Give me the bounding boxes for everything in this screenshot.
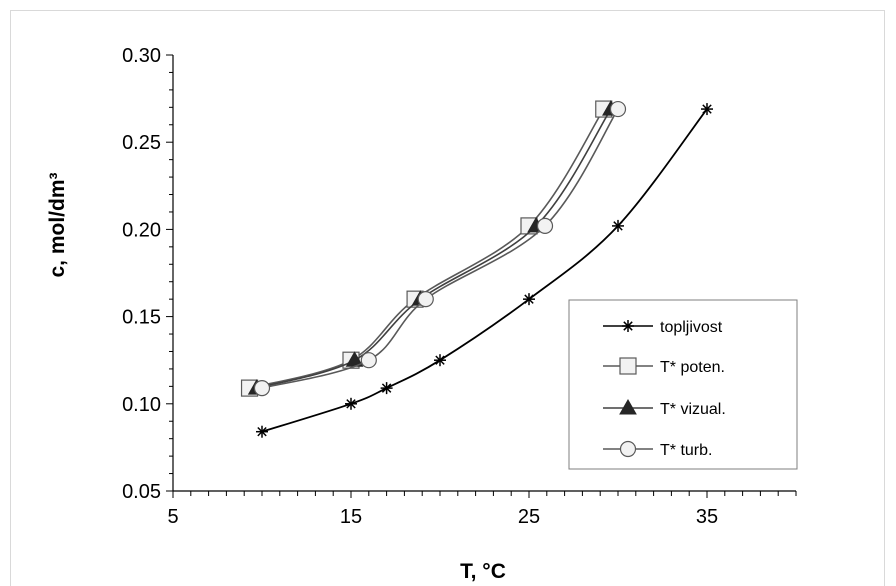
legend-entry: topljivost xyxy=(603,319,723,336)
circle-marker xyxy=(417,291,434,308)
star-marker xyxy=(701,103,713,116)
star-marker xyxy=(434,354,446,367)
x-tick-label: 5 xyxy=(167,506,178,528)
star-marker xyxy=(622,320,634,332)
series-line xyxy=(261,108,619,389)
axis-ticks: 0.05 0.10 0.15 0.20 0.25 0.30 5 15 25 35 xyxy=(122,45,797,528)
star-marker xyxy=(380,382,393,395)
chart-frame xyxy=(10,10,885,586)
plot-axes xyxy=(172,55,796,492)
legend-label: T* vizual. xyxy=(660,401,726,418)
series-0 xyxy=(256,103,713,438)
y-axis-title: c, mol/dm³ xyxy=(46,172,69,277)
circle-marker xyxy=(360,352,377,369)
legend-label: T* turb. xyxy=(660,442,712,459)
star-marker xyxy=(345,397,357,410)
legend-label: T* poten. xyxy=(660,359,725,376)
series-3 xyxy=(253,100,627,397)
circle-marker xyxy=(536,217,554,235)
star-marker xyxy=(612,219,624,232)
square-marker xyxy=(619,357,637,375)
legend-box xyxy=(568,299,798,470)
circle-marker xyxy=(253,380,271,397)
series-1 xyxy=(240,100,613,397)
x-tick-label: 15 xyxy=(340,506,362,528)
legend-entry: T* poten. xyxy=(603,357,725,376)
y-tick-label: 0.25 xyxy=(122,132,161,154)
circle-marker xyxy=(619,440,637,458)
y-tick-label: 0.05 xyxy=(122,481,161,503)
x-axis-title: T, °C xyxy=(460,560,506,583)
legend-entry: T* turb. xyxy=(603,440,712,459)
triangle-marker xyxy=(619,398,637,415)
x-tick-label: 35 xyxy=(696,506,718,528)
legend: topljivost T* poten. T* vizual. T* turb. xyxy=(568,299,798,470)
series-2 xyxy=(247,100,620,395)
star-marker xyxy=(256,425,268,438)
y-tick-label: 0.30 xyxy=(122,45,161,67)
series-line xyxy=(256,108,612,389)
legend-entry: T* vizual. xyxy=(603,398,726,418)
legend-label: topljivost xyxy=(660,319,723,336)
x-tick-label: 25 xyxy=(518,506,540,528)
circle-marker xyxy=(609,100,627,118)
y-tick-label: 0.15 xyxy=(122,307,161,329)
series-line xyxy=(249,108,605,389)
y-tick-label: 0.20 xyxy=(122,219,161,241)
star-marker xyxy=(523,293,535,306)
series-layer xyxy=(240,100,713,438)
y-tick-label: 0.10 xyxy=(122,394,161,416)
